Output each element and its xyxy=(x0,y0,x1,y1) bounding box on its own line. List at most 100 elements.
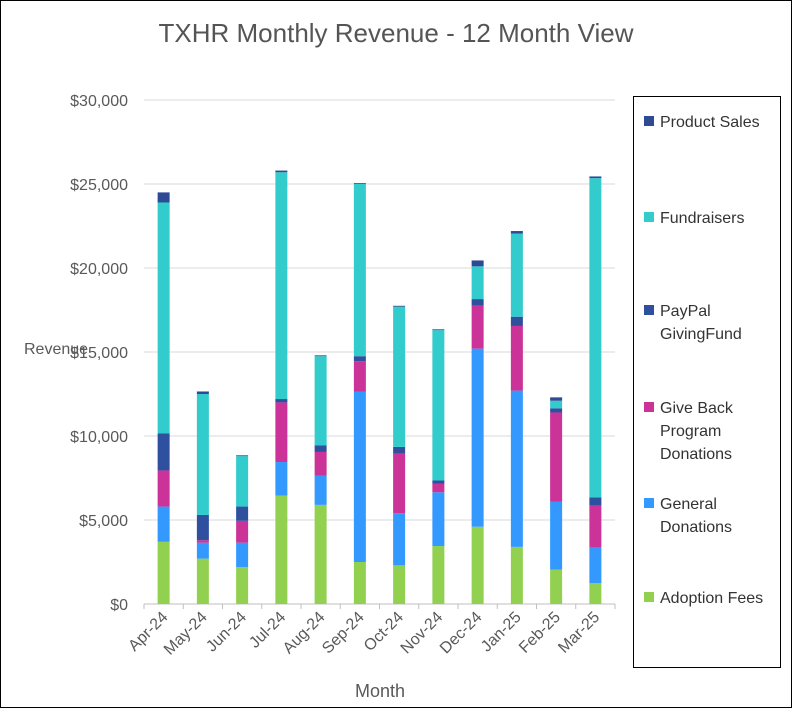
bar-segment xyxy=(393,513,406,566)
bar-segment xyxy=(196,542,209,559)
bar-segment xyxy=(510,316,523,326)
bar-segment xyxy=(510,233,523,317)
bar-segment xyxy=(432,330,445,481)
bar-segment xyxy=(471,526,484,604)
bar-segment xyxy=(353,361,366,392)
bar-segment xyxy=(314,504,327,604)
bar-segment xyxy=(393,565,406,604)
bar-segment xyxy=(510,546,523,604)
bar-segment xyxy=(275,402,288,463)
x-tick-label: Nov-24 xyxy=(398,609,447,658)
bar-segment xyxy=(471,266,484,300)
y-tick-label: $10,000 xyxy=(70,429,128,446)
bar-segment xyxy=(314,355,327,357)
y-tick-label: $15,000 xyxy=(70,345,128,362)
bar-segment xyxy=(236,542,249,568)
bar-segment xyxy=(393,305,406,307)
bar-segment xyxy=(432,483,445,493)
legend-item: Give Back Program Donations xyxy=(644,397,750,466)
x-tick-label: Feb-25 xyxy=(516,609,564,657)
y-tick-label: $30,000 xyxy=(70,93,128,110)
bar-segment xyxy=(550,400,563,409)
bar-segment xyxy=(550,397,563,401)
bar-segment xyxy=(393,306,406,447)
legend-item: Fundraisers xyxy=(644,207,780,230)
y-axis-label: Revenue xyxy=(24,341,88,358)
bar-segment xyxy=(589,547,602,583)
bar-segment xyxy=(196,558,209,604)
bar-segment xyxy=(314,356,327,446)
bar-segment xyxy=(589,583,602,604)
x-tick-label: May-24 xyxy=(161,609,211,659)
legend: Product Sales Fundraisers PayPal GivingFun… xyxy=(633,96,781,668)
bar-segment xyxy=(157,470,170,507)
legend-item: General Donations xyxy=(644,493,740,539)
bar-segment xyxy=(157,192,170,203)
x-tick-label: Dec-24 xyxy=(437,609,486,658)
bar-segment xyxy=(550,569,563,604)
bar-segment xyxy=(550,408,563,413)
bar-segment xyxy=(275,170,288,173)
bar-segment xyxy=(353,391,366,562)
bar-segment xyxy=(236,506,249,521)
legend-label: General Donations xyxy=(660,496,733,536)
bar-segment xyxy=(393,453,406,514)
bar-segment xyxy=(589,497,602,506)
legend-swatch xyxy=(644,116,654,126)
bar-segment xyxy=(471,299,484,306)
bar-segment xyxy=(196,391,209,394)
bar-segment xyxy=(393,446,406,454)
bar-segment xyxy=(353,356,366,362)
bar-segment xyxy=(157,202,170,434)
bar-segment xyxy=(510,231,523,234)
legend-item: Adoption Fees xyxy=(644,587,780,610)
bar-segment xyxy=(275,172,288,400)
bar-segment xyxy=(236,520,249,543)
bar-segment xyxy=(589,505,602,548)
y-tick-label: $5,000 xyxy=(79,513,128,530)
legend-swatch xyxy=(644,592,654,602)
bar-segment xyxy=(353,562,366,604)
bar-segment xyxy=(196,514,209,541)
bar-segment xyxy=(157,506,170,542)
bar-segment xyxy=(432,329,445,331)
bar-segment xyxy=(314,445,327,452)
bar-segment xyxy=(432,480,445,484)
legend-swatch xyxy=(644,498,654,508)
x-tick-label: Jan-25 xyxy=(478,609,525,656)
legend-label: Give Back Program Donations xyxy=(660,400,733,463)
bar-segment xyxy=(314,475,327,505)
bar-segment xyxy=(196,540,209,543)
bar-segment xyxy=(196,394,209,515)
bar-segment xyxy=(550,501,563,570)
legend-swatch xyxy=(644,305,654,315)
bar-segment xyxy=(432,492,445,547)
bar-segment xyxy=(236,567,249,604)
legend-item: PayPal GivingFund xyxy=(644,300,742,346)
y-tick-label: $0 xyxy=(110,597,128,614)
bar-segment xyxy=(236,456,249,507)
bar-segment xyxy=(510,325,523,391)
legend-label: Product Sales xyxy=(660,114,760,131)
bar-segment xyxy=(589,178,602,498)
bar-segment xyxy=(353,183,366,184)
x-tick-label: Sep-24 xyxy=(319,609,368,658)
x-tick-label: Jun-24 xyxy=(203,609,250,656)
bar-segment xyxy=(275,462,288,496)
bar-segment xyxy=(471,348,484,527)
bar-segment xyxy=(432,546,445,604)
bar-segment xyxy=(550,412,563,502)
legend-swatch xyxy=(644,212,654,222)
bar-segment xyxy=(510,390,523,547)
legend-label: Adoption Fees xyxy=(660,590,764,607)
y-tick-label: $20,000 xyxy=(70,261,128,278)
bar-segment xyxy=(157,541,170,604)
bar-segment xyxy=(314,451,327,476)
legend-label: PayPal GivingFund xyxy=(660,303,742,343)
bar-segment xyxy=(471,260,484,267)
y-tick-label: $25,000 xyxy=(70,177,128,194)
legend-swatch xyxy=(644,402,654,412)
bar-segment xyxy=(471,305,484,349)
x-axis-label: Month xyxy=(355,681,405,701)
